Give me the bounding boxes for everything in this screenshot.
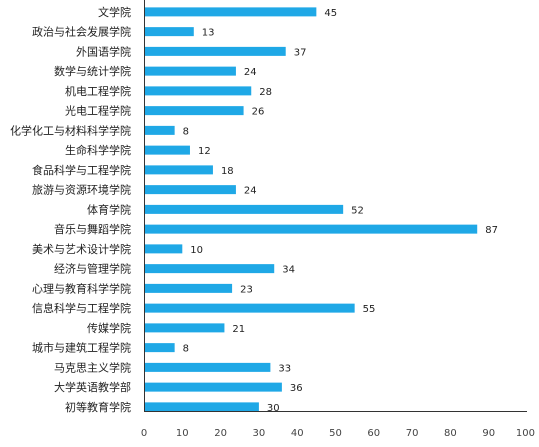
bar [144,264,275,274]
x-tick-label: 100 [516,428,535,439]
bar [144,185,236,195]
bar [144,283,233,293]
data-label: 55 [363,304,376,315]
category-label: 机电工程学院 [65,84,131,98]
data-label: 21 [232,324,245,335]
category-label: 传媒学院 [87,321,131,335]
category-label: 体育学院 [87,202,131,216]
bar [144,165,213,175]
x-tick-label: 0 [141,428,147,439]
category-label: 化学化工与材料科学学院 [10,123,131,137]
x-tick-label: 30 [253,428,266,439]
bar [144,86,252,96]
bar [144,7,317,17]
data-label: 18 [221,166,234,177]
bar [144,244,183,254]
category-label: 音乐与舞蹈学院 [54,222,131,236]
category-labels: 文学院政治与社会发展学院外国语学院数学与统计学院机电工程学院光电工程学院化学化工… [10,5,131,414]
bar [144,125,175,135]
data-label: 10 [190,245,203,256]
x-tick-label: 90 [482,428,495,439]
category-label: 政治与社会发展学院 [32,25,131,39]
data-label: 52 [351,205,364,216]
bar [144,303,355,313]
category-label: 数学与统计学院 [54,64,131,78]
bar [144,145,190,155]
category-label: 光电工程学院 [65,104,131,118]
data-label: 8 [183,126,189,137]
bars-group [144,7,478,412]
bar [144,27,194,37]
bar [144,224,478,234]
data-label: 26 [252,107,265,118]
x-tick-label: 10 [176,428,189,439]
x-tick-label: 50 [329,428,342,439]
data-label: 13 [202,28,215,39]
data-label: 34 [282,265,295,276]
data-label: 45 [324,8,337,19]
category-label: 大学英语教学部 [54,380,131,394]
x-tick-label: 20 [214,428,227,439]
category-label: 生命科学学院 [65,143,131,157]
category-label: 外国语学院 [76,44,131,58]
data-label: 36 [290,383,303,394]
data-label: 24 [244,67,257,78]
bar [144,382,282,392]
x-tick-label: 80 [444,428,457,439]
bar [144,66,236,76]
bar [144,204,344,214]
data-label: 37 [294,47,307,58]
data-label: 30 [267,403,280,414]
category-label: 美术与艺术设计学院 [32,242,131,256]
category-label: 旅游与资源环境学院 [32,183,131,197]
category-label: 心理与教育科学学院 [32,281,131,295]
bar [144,46,286,56]
x-tick-label: 70 [406,428,419,439]
category-label: 文学院 [98,5,131,19]
data-label: 33 [278,363,291,374]
bar [144,323,225,333]
data-label: 8 [183,344,189,355]
category-label: 初等教育学院 [65,400,131,414]
bar [144,362,271,372]
data-label: 24 [244,186,257,197]
data-label: 28 [259,87,272,98]
data-label: 87 [485,225,498,236]
category-label: 信息科学与工程学院 [32,301,131,315]
category-label: 马克思主义学院 [54,360,131,374]
category-label: 经济与管理学院 [54,262,131,276]
bar [144,402,259,412]
bar [144,106,244,116]
x-tick-label: 60 [367,428,380,439]
category-label: 食品科学与工程学院 [32,163,131,177]
x-tick-labels: 0 10 20 30 40 50 60 70 80 90 100 [141,428,535,439]
bar [144,343,175,353]
data-label: 23 [240,284,253,295]
category-label: 城市与建筑工程学院 [32,341,131,355]
x-tick-label: 40 [291,428,304,439]
data-label: 12 [198,146,211,157]
